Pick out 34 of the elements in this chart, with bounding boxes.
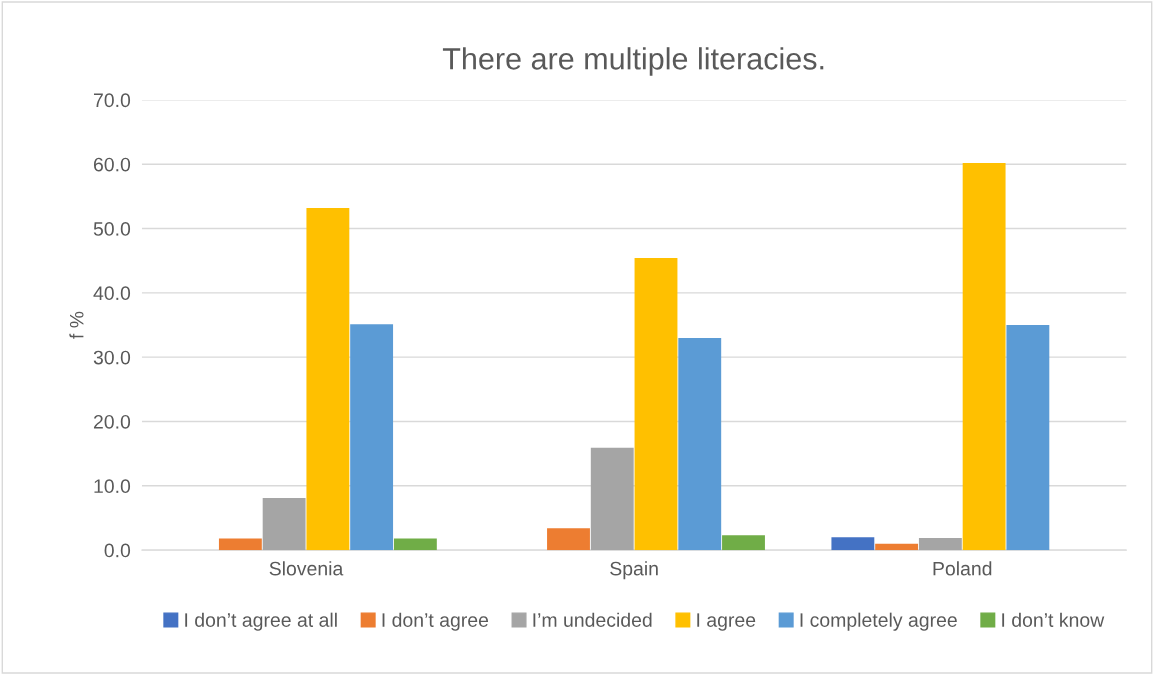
- legend-label: I’m undecided: [533, 612, 652, 627]
- bar: [1006, 325, 1050, 551]
- bar: [634, 258, 678, 551]
- bar: [962, 162, 1006, 551]
- bar: [218, 538, 262, 551]
- y-tick-label: 50.0: [93, 222, 131, 236]
- bar: [306, 207, 350, 551]
- chart-title: There are multiple literacies.: [442, 47, 824, 76]
- bar: [722, 535, 765, 551]
- bar: [831, 537, 875, 551]
- y-tick-label: 10.0: [94, 479, 131, 494]
- bar: [350, 324, 394, 551]
- bar: [678, 337, 722, 551]
- y-tick-label: 70.0: [93, 93, 131, 108]
- y-tick-label: 40.0: [93, 286, 131, 301]
- bar: [393, 538, 437, 551]
- y-tick-label: 30.0: [93, 350, 131, 365]
- bar: [262, 498, 306, 551]
- legend-label: I completely agree: [800, 612, 957, 631]
- x-tick-label: Poland: [933, 561, 992, 576]
- bar: [875, 543, 919, 551]
- bar: [590, 447, 634, 551]
- bar: [547, 528, 590, 551]
- y-tick-label: 20.0: [93, 414, 131, 429]
- legend-label: I don’t agree: [382, 612, 489, 631]
- x-tick-label: Spain: [610, 561, 658, 580]
- y-axis-title: f %: [69, 311, 84, 339]
- y-tick-label: 60.0: [93, 157, 131, 172]
- x-tick-label: Slovenia: [269, 561, 344, 576]
- bar: [918, 537, 962, 551]
- legend-label: I don’t know: [1002, 612, 1105, 627]
- y-tick-label: 0.0: [104, 543, 131, 558]
- legend-label: I don’t agree at all: [185, 612, 337, 631]
- legend-label: I agree: [697, 613, 756, 631]
